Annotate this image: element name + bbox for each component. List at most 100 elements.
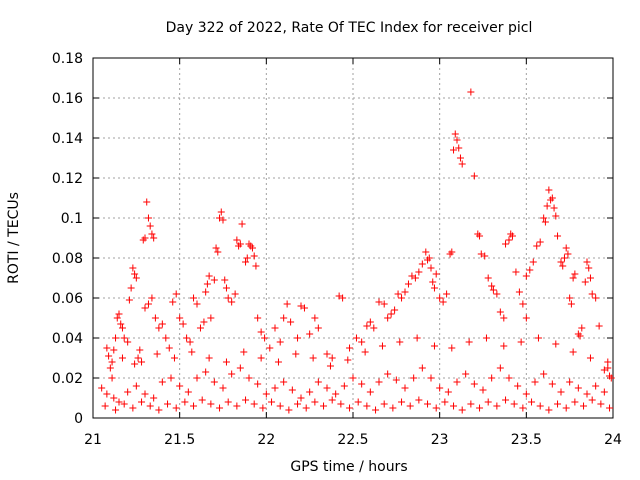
data-point bbox=[205, 272, 213, 280]
data-point bbox=[214, 248, 222, 256]
data-point bbox=[127, 284, 135, 292]
data-point bbox=[456, 154, 464, 162]
data-point bbox=[372, 406, 380, 414]
data-point bbox=[580, 402, 588, 410]
data-point bbox=[101, 402, 109, 410]
data-point bbox=[242, 258, 250, 266]
data-point bbox=[554, 232, 562, 240]
data-point bbox=[404, 280, 412, 288]
data-point bbox=[254, 380, 262, 388]
data-point bbox=[98, 384, 106, 392]
data-point bbox=[536, 238, 544, 246]
data-point bbox=[411, 274, 419, 282]
data-point bbox=[124, 388, 132, 396]
data-point bbox=[184, 388, 192, 396]
data-point bbox=[179, 320, 187, 328]
data-point bbox=[339, 294, 347, 302]
data-point bbox=[243, 254, 251, 262]
data-point bbox=[108, 374, 116, 382]
data-point bbox=[453, 378, 461, 386]
data-point bbox=[231, 290, 239, 298]
data-point bbox=[323, 384, 331, 392]
data-point bbox=[183, 334, 191, 342]
data-point bbox=[396, 338, 404, 346]
data-point bbox=[606, 404, 614, 412]
data-point bbox=[117, 320, 125, 328]
data-point bbox=[222, 358, 230, 366]
data-point bbox=[352, 334, 360, 342]
y-tick-label: 0.16 bbox=[52, 91, 83, 107]
data-point bbox=[144, 214, 152, 222]
data-point bbox=[158, 320, 166, 328]
grid bbox=[93, 58, 613, 418]
data-point bbox=[545, 186, 553, 194]
data-point bbox=[250, 400, 258, 408]
data-point bbox=[496, 364, 504, 372]
data-point bbox=[129, 264, 137, 272]
x-tick-label: 22.5 bbox=[337, 432, 368, 448]
data-point bbox=[427, 374, 435, 382]
data-point bbox=[363, 322, 371, 330]
data-point bbox=[212, 244, 220, 252]
data-point bbox=[151, 314, 159, 322]
data-point bbox=[391, 306, 399, 314]
data-point bbox=[224, 294, 232, 302]
data-point bbox=[285, 406, 293, 414]
data-point bbox=[124, 338, 132, 346]
data-point bbox=[571, 398, 579, 406]
data-point bbox=[242, 396, 250, 404]
data-point bbox=[597, 400, 605, 408]
data-point bbox=[384, 370, 392, 378]
data-point bbox=[115, 310, 123, 318]
data-point bbox=[389, 404, 397, 412]
data-point bbox=[143, 198, 151, 206]
data-point bbox=[150, 394, 158, 402]
data-point bbox=[540, 214, 548, 222]
x-tick-label: 23 bbox=[431, 432, 449, 448]
data-point bbox=[169, 298, 177, 306]
data-point bbox=[514, 382, 522, 390]
data-point bbox=[481, 252, 489, 260]
data-point bbox=[543, 202, 551, 210]
data-point bbox=[540, 370, 548, 378]
data-point bbox=[595, 322, 603, 330]
data-point bbox=[508, 232, 516, 240]
data-point bbox=[432, 404, 440, 412]
data-point bbox=[536, 402, 544, 410]
data-point bbox=[217, 208, 225, 216]
data-point bbox=[600, 388, 608, 396]
x-tick-label: 21 bbox=[84, 432, 102, 448]
data-point bbox=[136, 346, 144, 354]
data-point bbox=[210, 378, 218, 386]
data-point bbox=[274, 358, 282, 366]
data-point bbox=[378, 342, 386, 350]
data-point bbox=[451, 130, 459, 138]
data-point bbox=[489, 286, 497, 294]
data-point bbox=[103, 344, 111, 352]
data-point bbox=[283, 300, 291, 308]
data-point bbox=[450, 146, 458, 154]
data-point bbox=[326, 362, 334, 370]
data-point bbox=[550, 204, 558, 212]
data-point bbox=[276, 402, 284, 410]
data-point bbox=[153, 350, 161, 358]
data-point bbox=[448, 344, 456, 352]
data-point bbox=[586, 274, 594, 282]
data-point bbox=[566, 378, 574, 386]
data-point bbox=[193, 374, 201, 382]
data-point bbox=[578, 324, 586, 332]
data-point bbox=[533, 242, 541, 250]
data-point bbox=[311, 314, 319, 322]
data-point bbox=[415, 268, 423, 276]
data-point bbox=[470, 172, 478, 180]
data-point bbox=[526, 266, 534, 274]
data-point bbox=[448, 248, 456, 256]
data-point bbox=[415, 396, 423, 404]
data-point bbox=[581, 278, 589, 286]
data-point bbox=[493, 402, 501, 410]
data-point bbox=[401, 384, 409, 392]
data-point bbox=[250, 252, 258, 260]
data-point bbox=[588, 396, 596, 404]
data-point bbox=[358, 380, 366, 388]
